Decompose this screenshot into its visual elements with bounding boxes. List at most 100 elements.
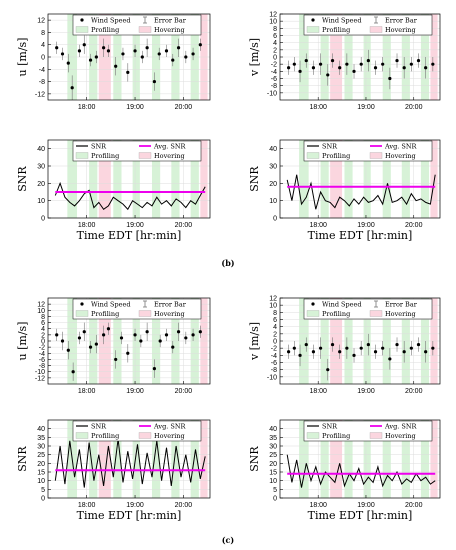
y-tick-label: -8 xyxy=(271,83,277,90)
wind-speed-point xyxy=(140,55,144,59)
legend-label: Error Bar xyxy=(385,17,418,25)
legend-swatch-hovering xyxy=(369,432,383,439)
wind-speed-point xyxy=(395,342,399,347)
profiling-band xyxy=(299,140,309,218)
profiling-band xyxy=(382,420,391,498)
wind-speed-point xyxy=(176,330,181,334)
legend-box xyxy=(72,420,202,442)
wind-speed-point xyxy=(102,46,106,50)
y-tick-label: -2 xyxy=(271,346,277,353)
profiling-band xyxy=(89,140,98,218)
profiling-band xyxy=(420,140,430,218)
y-tick-label: 12 xyxy=(37,18,45,25)
wind-speed-point xyxy=(431,346,435,350)
legend-label: Avg. SNR xyxy=(384,423,418,431)
x-tick-label: 18:00 xyxy=(309,502,327,509)
wind-speed-point xyxy=(88,58,93,62)
y-axis-label: SNR xyxy=(248,166,261,192)
profiling-band xyxy=(67,140,78,218)
legend: SNR Avg. SNR Profiling Hovering xyxy=(72,140,202,162)
x-tick-label: 20:00 xyxy=(175,104,193,111)
snr-line xyxy=(286,174,436,210)
profiling-band xyxy=(113,420,122,498)
legend-swatch-profiling xyxy=(306,310,320,317)
profiling-band xyxy=(363,140,371,218)
wind-speed-point xyxy=(164,333,169,337)
wind-speed-point xyxy=(345,346,349,350)
x-tick-label: 20:00 xyxy=(175,222,193,229)
wind-speed-point xyxy=(171,58,175,62)
x-tick-label: 18:00 xyxy=(78,222,96,229)
legend-label: Hovering xyxy=(385,432,416,440)
snr-line xyxy=(286,454,436,488)
y-tick-label: -2 xyxy=(39,345,45,352)
x-tick-label: 18:00 xyxy=(309,222,327,229)
y-tick-label: 12 xyxy=(269,12,277,19)
y-tick-label: 0 xyxy=(41,55,45,62)
wind-speed-point xyxy=(416,342,421,347)
wind-speed-point xyxy=(70,86,74,90)
wind-speed-point xyxy=(71,370,75,374)
x-tick-label: 19:00 xyxy=(126,104,144,111)
y-tick-label: 6 xyxy=(41,320,45,327)
profiling-band xyxy=(151,420,161,498)
profiling-band xyxy=(113,140,122,218)
wind-speed-point xyxy=(304,58,308,63)
x-tick-label: 19:00 xyxy=(357,222,375,229)
y-axis-label: SNR xyxy=(16,446,29,472)
y-tick-label: -4 xyxy=(39,67,45,74)
profiling-band xyxy=(320,140,329,218)
x-axis-label: Time EDT [hr:min] xyxy=(308,509,413,522)
profiling-band xyxy=(89,420,98,498)
legend-label: Error Bar xyxy=(385,301,418,309)
wind-speed-point xyxy=(402,66,406,70)
wind-speed-point xyxy=(171,345,175,349)
panel-b-u: -12 -8 -4 0 4 8 12 18:00 19:00 20:00 u [m/s] Wind S… xyxy=(16,13,211,111)
y-tick-label: 25 xyxy=(269,452,277,459)
y-tick-label: 15 xyxy=(269,470,277,477)
y-tick-label: 8 xyxy=(273,26,277,33)
profiling-band xyxy=(320,420,329,498)
y-tick-label: 4 xyxy=(41,42,45,49)
profiling-band xyxy=(132,420,140,498)
wind-speed-point xyxy=(191,52,195,56)
wind-speed-point xyxy=(409,62,413,66)
legend-marker-wind xyxy=(311,18,315,22)
wind-speed-point xyxy=(145,46,149,50)
legend: SNR Avg. SNR Profiling Hovering xyxy=(72,420,202,442)
y-tick-label: 0 xyxy=(41,216,45,223)
wind-speed-point xyxy=(66,348,70,352)
legend-swatch-profiling xyxy=(75,26,89,33)
wind-speed-point xyxy=(359,62,363,66)
y-axis-label: SNR xyxy=(16,166,29,192)
legend-swatch-hovering xyxy=(138,310,152,317)
y-tick-label: 8 xyxy=(41,314,45,321)
y-tick-label: 40 xyxy=(269,426,277,433)
y-tick-label: 20 xyxy=(37,181,45,188)
legend-label: Avg. SNR xyxy=(153,423,187,431)
y-tick-label: -12 xyxy=(35,91,45,98)
wind-speed-point xyxy=(82,330,86,334)
plot-frame xyxy=(47,419,211,499)
profiling-band xyxy=(171,140,180,218)
wind-speed-point xyxy=(121,52,125,56)
wind-speed-point xyxy=(352,69,356,73)
legend-swatch-hovering xyxy=(369,152,383,159)
legend-swatch-profiling xyxy=(75,152,89,159)
legend-label: SNR xyxy=(91,143,107,151)
wind-speed-point xyxy=(311,66,316,70)
y-tick-label: 4 xyxy=(273,40,277,47)
wind-speed-point xyxy=(145,330,149,334)
x-tick-label: 20:00 xyxy=(405,502,423,509)
wind-speed-point xyxy=(311,350,316,354)
legend-label: Profiling xyxy=(322,152,350,160)
wind-speed-point xyxy=(60,52,65,56)
legend-marker-wind xyxy=(80,302,84,306)
hovering-band xyxy=(330,140,343,218)
plot-frame xyxy=(279,419,441,499)
legend: Wind Speed Error Bar Profiling Hovering xyxy=(72,298,202,320)
wind-speed-point xyxy=(133,49,137,53)
wind-speed-point xyxy=(94,342,98,346)
x-tick-label: 20:00 xyxy=(405,388,423,395)
